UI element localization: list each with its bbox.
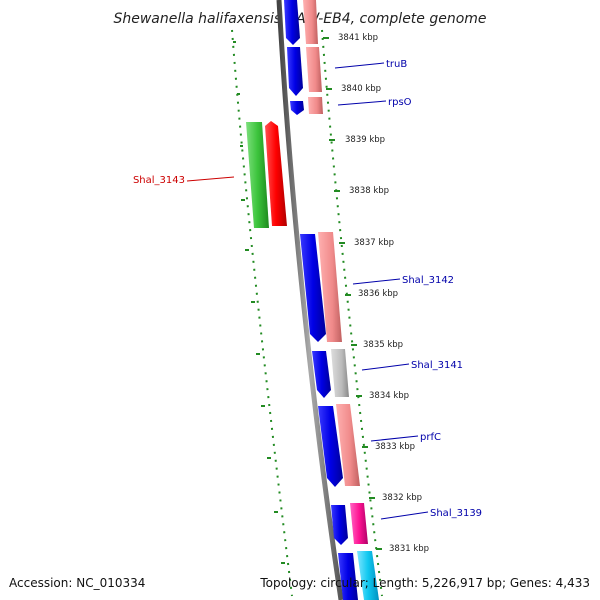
right-ruler-dots — [321, 29, 383, 597]
tick-label-3836: 3836 kbp — [358, 289, 398, 299]
gene-label-shal-3142[interactable]: Shal_3142 — [402, 275, 454, 286]
tick-label-3838: 3838 kbp — [349, 186, 389, 196]
leader-prfc — [370, 435, 419, 442]
leader-shal-3143 — [186, 176, 235, 182]
leader-shal-3141 — [361, 363, 410, 371]
left-ruler — [231, 29, 293, 597]
gene-labels: truB rpsO Shal_3143 Shal_3142 Shal_3141 … — [133, 59, 482, 519]
gene-label-prfc[interactable]: prfC — [420, 432, 441, 443]
tick-label-3831: 3831 kbp — [389, 544, 429, 554]
gene-label-shal-3143[interactable]: Shal_3143 — [133, 175, 185, 186]
gene-block-top-2 — [303, 0, 318, 44]
gene-label-shal-3141[interactable]: Shal_3141 — [411, 360, 463, 371]
gene-block-shal-3139-pair — [350, 503, 368, 544]
gene-block-shal-3139 — [331, 505, 348, 545]
gene-label-rpso[interactable]: rpsO — [388, 97, 412, 108]
gene-block-bottom-2 — [357, 551, 379, 600]
map-title: Shewanella halifaxensis HAW-EB4, complet… — [113, 11, 486, 27]
gene-block-shal-3141-pair — [331, 349, 349, 397]
tick-label-3835: 3835 kbp — [363, 340, 403, 350]
leader-rpso — [337, 100, 387, 106]
gene-block-trub — [287, 47, 303, 96]
gene-block-trub-pair — [306, 47, 322, 92]
leader-shal-3142 — [352, 278, 401, 285]
kbp-tick-labels: 3841 kbp 3840 kbp 3839 kbp 3838 kbp 3837… — [338, 33, 429, 554]
gene-label-leaders — [186, 62, 429, 520]
tick-label-3841: 3841 kbp — [338, 33, 378, 43]
gene-block-prfc-pair — [336, 404, 360, 486]
gene-block-shal-3143 — [265, 121, 287, 226]
accession-text: Accession: NC_010334 — [9, 576, 145, 590]
gene-block-shal-3141 — [312, 351, 331, 398]
right-ruler-ticks — [323, 37, 382, 550]
reverse-strand-genes — [246, 121, 287, 228]
leader-trub — [334, 62, 385, 69]
gene-block-bottom-1 — [338, 553, 358, 600]
tick-label-3837: 3837 kbp — [354, 238, 394, 248]
gene-block-prfc — [318, 406, 343, 487]
gene-block-shal-3142-pair — [318, 232, 342, 342]
forward-strand-genes — [284, 0, 379, 600]
gene-block-green — [246, 122, 269, 228]
gene-block-rpso — [290, 101, 304, 115]
gene-block-top-1 — [284, 0, 300, 45]
gene-label-trub[interactable]: truB — [386, 59, 407, 70]
left-ruler-dots — [231, 29, 293, 597]
left-ruler-ticks — [233, 41, 285, 564]
genome-summary-text: Topology: circular; Length: 5,226,917 bp… — [259, 576, 590, 590]
tick-label-3840: 3840 kbp — [341, 84, 381, 94]
gene-block-rpso-pair — [308, 97, 323, 114]
gene-label-shal-3139[interactable]: Shal_3139 — [430, 508, 482, 519]
tick-label-3832: 3832 kbp — [382, 493, 422, 503]
leader-shal-3139 — [380, 511, 429, 520]
gene-block-shal-3142 — [300, 234, 326, 342]
tick-label-3834: 3834 kbp — [369, 391, 409, 401]
right-ruler — [321, 29, 383, 597]
genome-backbone — [276, 0, 344, 600]
tick-label-3839: 3839 kbp — [345, 135, 385, 145]
tick-label-3833: 3833 kbp — [375, 442, 415, 452]
